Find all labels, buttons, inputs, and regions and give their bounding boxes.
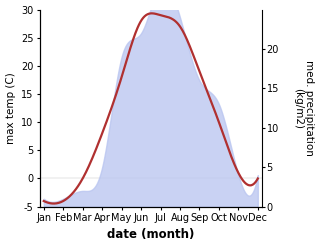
Y-axis label: med. precipitation
(kg/m2): med. precipitation (kg/m2) (293, 60, 315, 156)
X-axis label: date (month): date (month) (107, 228, 195, 242)
Y-axis label: max temp (C): max temp (C) (5, 72, 16, 144)
